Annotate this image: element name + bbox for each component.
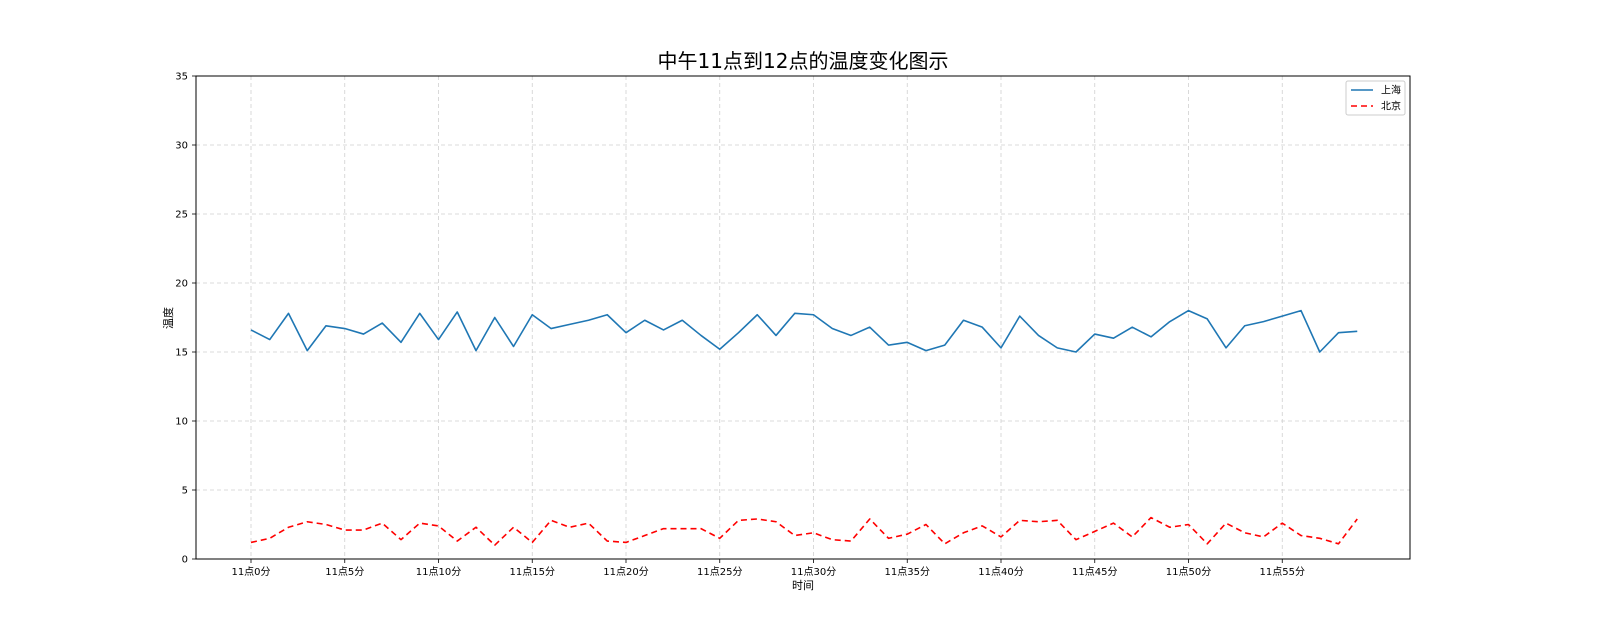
y-tick-label: 0	[182, 555, 188, 566]
y-axis: 0 5 10 15 20 25 30 35	[175, 72, 196, 566]
legend-label: 上海	[1381, 84, 1401, 97]
y-tick-label: 10	[175, 417, 188, 428]
x-axis-label: 时间	[792, 579, 814, 592]
x-tick-label: 11点45分	[1072, 566, 1117, 578]
axes-frame	[195, 75, 1411, 560]
y-tick-label: 35	[175, 72, 188, 83]
x-tick-label: 11点35分	[885, 566, 930, 578]
y-axis-label: 温度	[161, 307, 175, 329]
legend-label: 北京	[1381, 100, 1401, 113]
series-line-shanghai	[250, 309, 1358, 353]
y-tick-label: 25	[175, 210, 188, 221]
x-tick-label: 11点40分	[978, 566, 1023, 578]
x-tick-label: 11点50分	[1166, 566, 1211, 578]
y-tick-label: 15	[175, 348, 188, 359]
x-tick-label: 11点15分	[510, 566, 555, 578]
x-tick-label: 11点25分	[697, 566, 742, 578]
x-tick-label: 11点5分	[325, 566, 364, 578]
x-tick-label: 11点55分	[1260, 566, 1305, 578]
plot-area	[250, 309, 1358, 547]
x-tick-label: 11点0分	[231, 566, 270, 578]
y-tick-label: 5	[182, 486, 188, 497]
chart-title: 中午11点到12点的温度变化图示	[658, 49, 949, 73]
y-tick-label: 20	[175, 279, 188, 290]
x-tick-label: 11点10分	[416, 566, 461, 578]
x-tick-label: 11点30分	[791, 566, 836, 578]
series-line-beijing	[250, 516, 1358, 547]
x-tick-label: 11点20分	[603, 566, 648, 578]
x-axis: 11点0分 11点5分 11点10分 11点15分 11点20分 11点25分 11点30分…	[231, 559, 1305, 578]
y-tick-label: 30	[175, 141, 188, 152]
